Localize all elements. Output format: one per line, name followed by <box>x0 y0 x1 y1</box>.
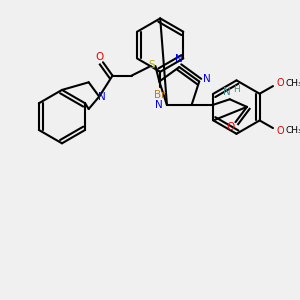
Text: N: N <box>203 74 211 84</box>
Text: N: N <box>155 100 163 110</box>
Text: S: S <box>148 60 155 70</box>
Text: N: N <box>98 92 106 102</box>
Text: Br: Br <box>154 90 166 100</box>
Text: O: O <box>277 126 284 136</box>
Text: H: H <box>233 85 240 94</box>
Text: N: N <box>176 54 183 64</box>
Text: N: N <box>223 87 231 97</box>
Text: O: O <box>277 78 284 88</box>
Text: O: O <box>226 122 235 132</box>
Text: CH₃: CH₃ <box>286 126 300 135</box>
Text: CH₃: CH₃ <box>286 79 300 88</box>
Text: O: O <box>95 52 103 61</box>
